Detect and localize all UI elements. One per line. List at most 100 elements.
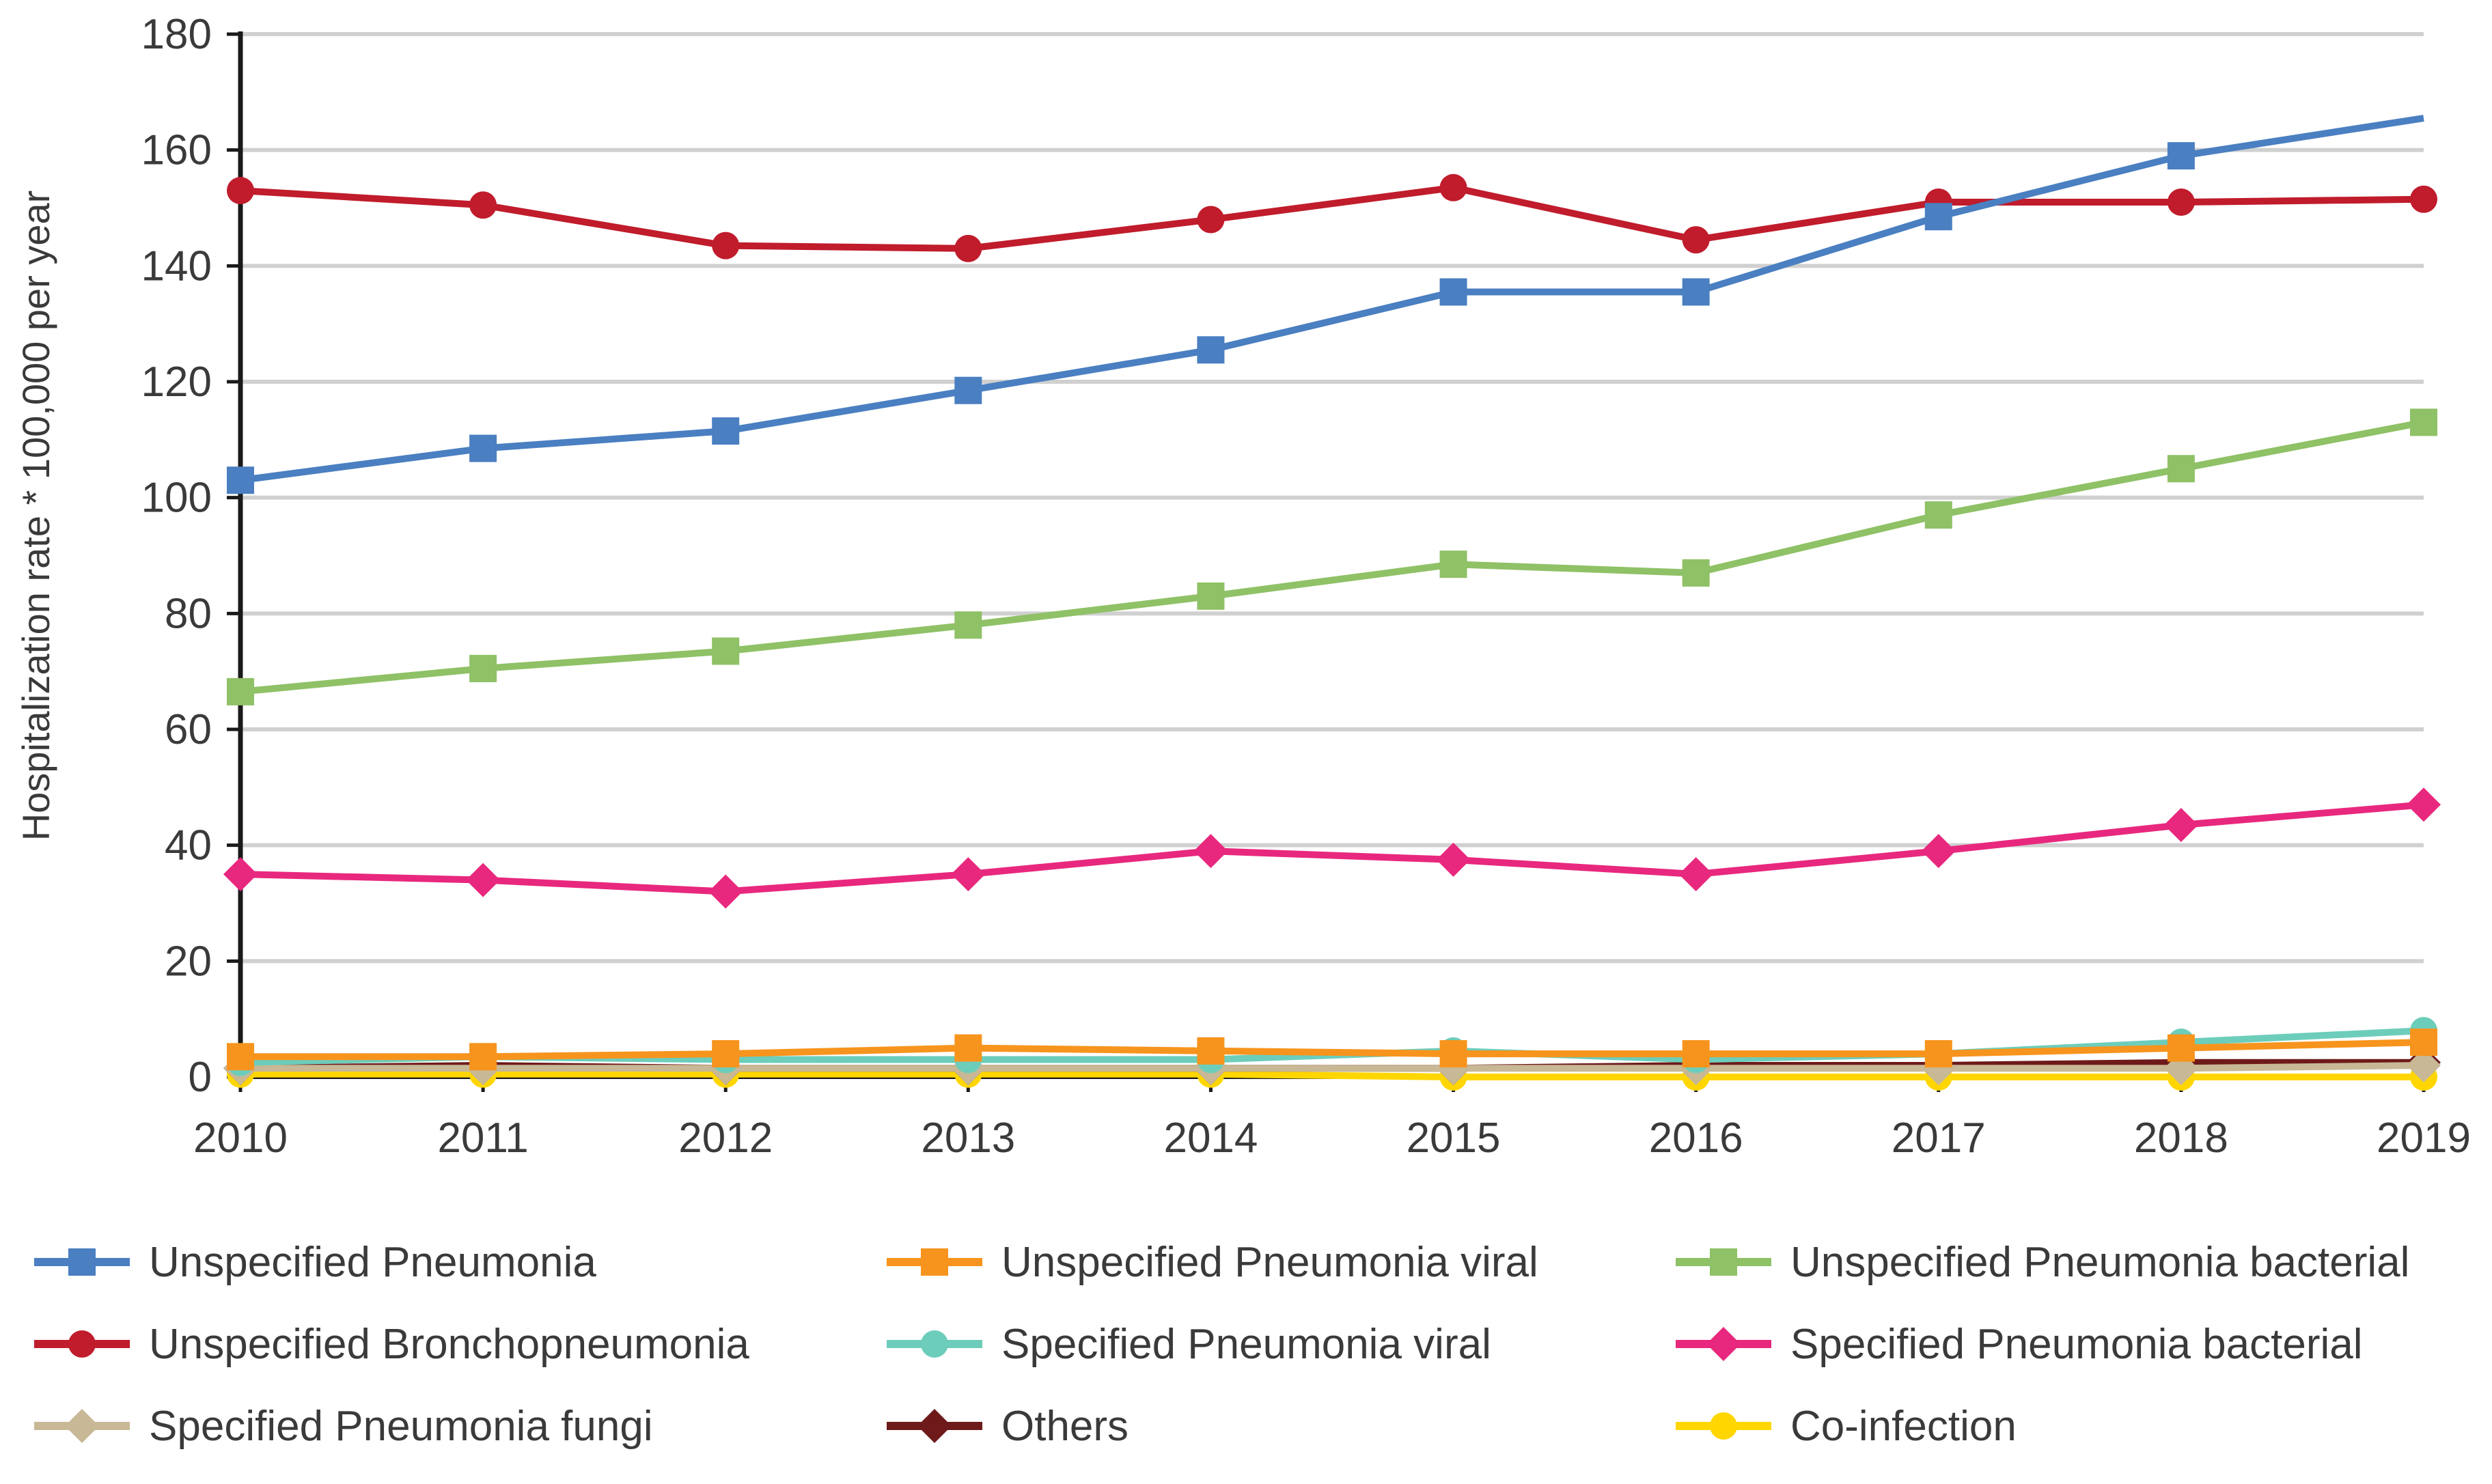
data-point: [712, 1040, 740, 1068]
legend-marker: [921, 1248, 948, 1276]
series-unspecified-bronchopneumonia: [227, 173, 2437, 262]
data-point: [227, 677, 254, 705]
data-point: [712, 232, 740, 260]
legend-item: Specified Pneumonia viral: [887, 1321, 1491, 1368]
data-point: [712, 417, 740, 445]
data-point: [1682, 559, 1710, 587]
legend-item: Specified Pneumonia bacterial: [1676, 1321, 2363, 1368]
x-axis: 2010 2011 2012 2013 2014 2015 2016 2017 2018 2019: [193, 1075, 2471, 1162]
data-point: [1436, 842, 1471, 877]
series-line: [240, 1062, 2424, 1072]
series-line: [240, 1039, 2424, 1061]
data-point: [1678, 857, 1713, 892]
series-line: [240, 419, 2424, 695]
y-tick-label: 40: [165, 822, 212, 869]
data-point: [1924, 501, 1952, 529]
data-point: [1439, 173, 1467, 201]
series-unspecified-pneumonia-bacterial: [227, 408, 2437, 705]
legend-label: Others: [1001, 1403, 1129, 1450]
x-tick-label: 2014: [1163, 1115, 1258, 1162]
legend-label: Unspecified Pneumonia viral: [1001, 1239, 1538, 1286]
legend-label: Unspecified Pneumonia: [149, 1239, 596, 1286]
legend-label: Unspecified Pneumonia bacterial: [1790, 1239, 2409, 1286]
data-point: [1439, 550, 1467, 578]
x-tick-label: 2016: [1649, 1115, 1743, 1162]
data-point: [2163, 807, 2198, 842]
legend-marker: [68, 1330, 96, 1358]
data-point: [2167, 142, 2195, 170]
data-point: [2410, 185, 2437, 213]
data-point: [2407, 787, 2441, 822]
data-point: [1921, 834, 1956, 869]
y-tick-label: 140: [141, 242, 212, 290]
series-line: [240, 801, 2424, 895]
legend-label: Specified Pneumonia viral: [1001, 1321, 1491, 1368]
data-point: [466, 863, 501, 897]
data-point: [469, 191, 497, 219]
data-point: [2167, 455, 2195, 483]
data-point: [1197, 1037, 1225, 1065]
data-point: [1682, 1040, 1710, 1068]
data-point: [708, 874, 743, 909]
legend-label: Specified Pneumonia bacterial: [1790, 1321, 2363, 1368]
y-tick-label: 180: [141, 11, 212, 58]
legend-marker: [921, 1330, 948, 1358]
data-point: [954, 1034, 982, 1062]
y-tick-label: 120: [141, 359, 212, 406]
y-tick-label: 60: [165, 706, 212, 753]
legend-label: Unspecified Bronchopneumonia: [149, 1321, 749, 1368]
x-tick-label: 2015: [1407, 1115, 1501, 1162]
data-point: [227, 466, 254, 494]
y-tick-label: 20: [165, 938, 212, 985]
data-point: [1924, 203, 1952, 231]
data-point: [2407, 1048, 2441, 1083]
series-unspecified-pneumonia: [227, 115, 2424, 494]
data-point: [1439, 1040, 1467, 1068]
legend-label: Specified Pneumonia fungi: [149, 1403, 653, 1450]
y-tick-label: 100: [141, 475, 212, 522]
x-tick-label: 2011: [437, 1115, 528, 1162]
legend-item: Co-infection: [1676, 1403, 2017, 1450]
data-point: [1197, 206, 1225, 234]
legend-marker: [1710, 1412, 1737, 1440]
data-point: [1439, 278, 1467, 306]
legend-item: Others: [887, 1403, 1129, 1450]
data-point: [1682, 226, 1710, 254]
x-tick-label: 2019: [2377, 1115, 2471, 1162]
data-point: [1924, 1040, 1952, 1068]
data-point: [227, 177, 254, 205]
data-point: [469, 654, 497, 682]
data-point: [2410, 408, 2437, 436]
x-tick-label: 2013: [921, 1115, 1015, 1162]
series-line: [240, 1070, 2424, 1080]
series-line: [240, 184, 2424, 252]
series-specified-pneumonia-bacterial: [223, 787, 2441, 909]
x-tick-label: 2018: [2134, 1115, 2228, 1162]
y-tick-label: 0: [189, 1054, 212, 1101]
series-group: [223, 115, 2441, 1091]
y-tick-label: 80: [165, 590, 212, 637]
data-point: [954, 234, 982, 262]
legend-item: Unspecified Pneumonia bacterial: [1676, 1239, 2409, 1286]
data-point: [1682, 278, 1710, 306]
legend-item: Unspecified Pneumonia: [34, 1239, 596, 1286]
legend-marker: [917, 1409, 952, 1443]
y-axis: 0 20 40 60 80 100 120 140 160 180: [141, 11, 243, 1101]
series-line: [240, 115, 2424, 484]
data-point: [223, 857, 258, 892]
legend-item: Specified Pneumonia fungi: [34, 1403, 653, 1450]
series-unspecified-pneumonia-viral: [227, 1028, 2437, 1071]
legend-marker: [65, 1409, 99, 1443]
gridlines: [240, 32, 2424, 964]
legend-item: Unspecified Pneumonia viral: [887, 1239, 1538, 1286]
data-point: [1193, 834, 1228, 869]
legend: Unspecified Pneumonia Unspecified Pneumon…: [34, 1239, 2409, 1450]
x-tick-label: 2017: [1892, 1115, 1986, 1162]
data-point: [1197, 336, 1225, 364]
data-point: [954, 376, 982, 404]
x-tick-label: 2012: [678, 1115, 773, 1162]
legend-marker: [1710, 1248, 1737, 1276]
data-point: [2167, 188, 2195, 216]
y-tick-label: 160: [141, 127, 212, 174]
